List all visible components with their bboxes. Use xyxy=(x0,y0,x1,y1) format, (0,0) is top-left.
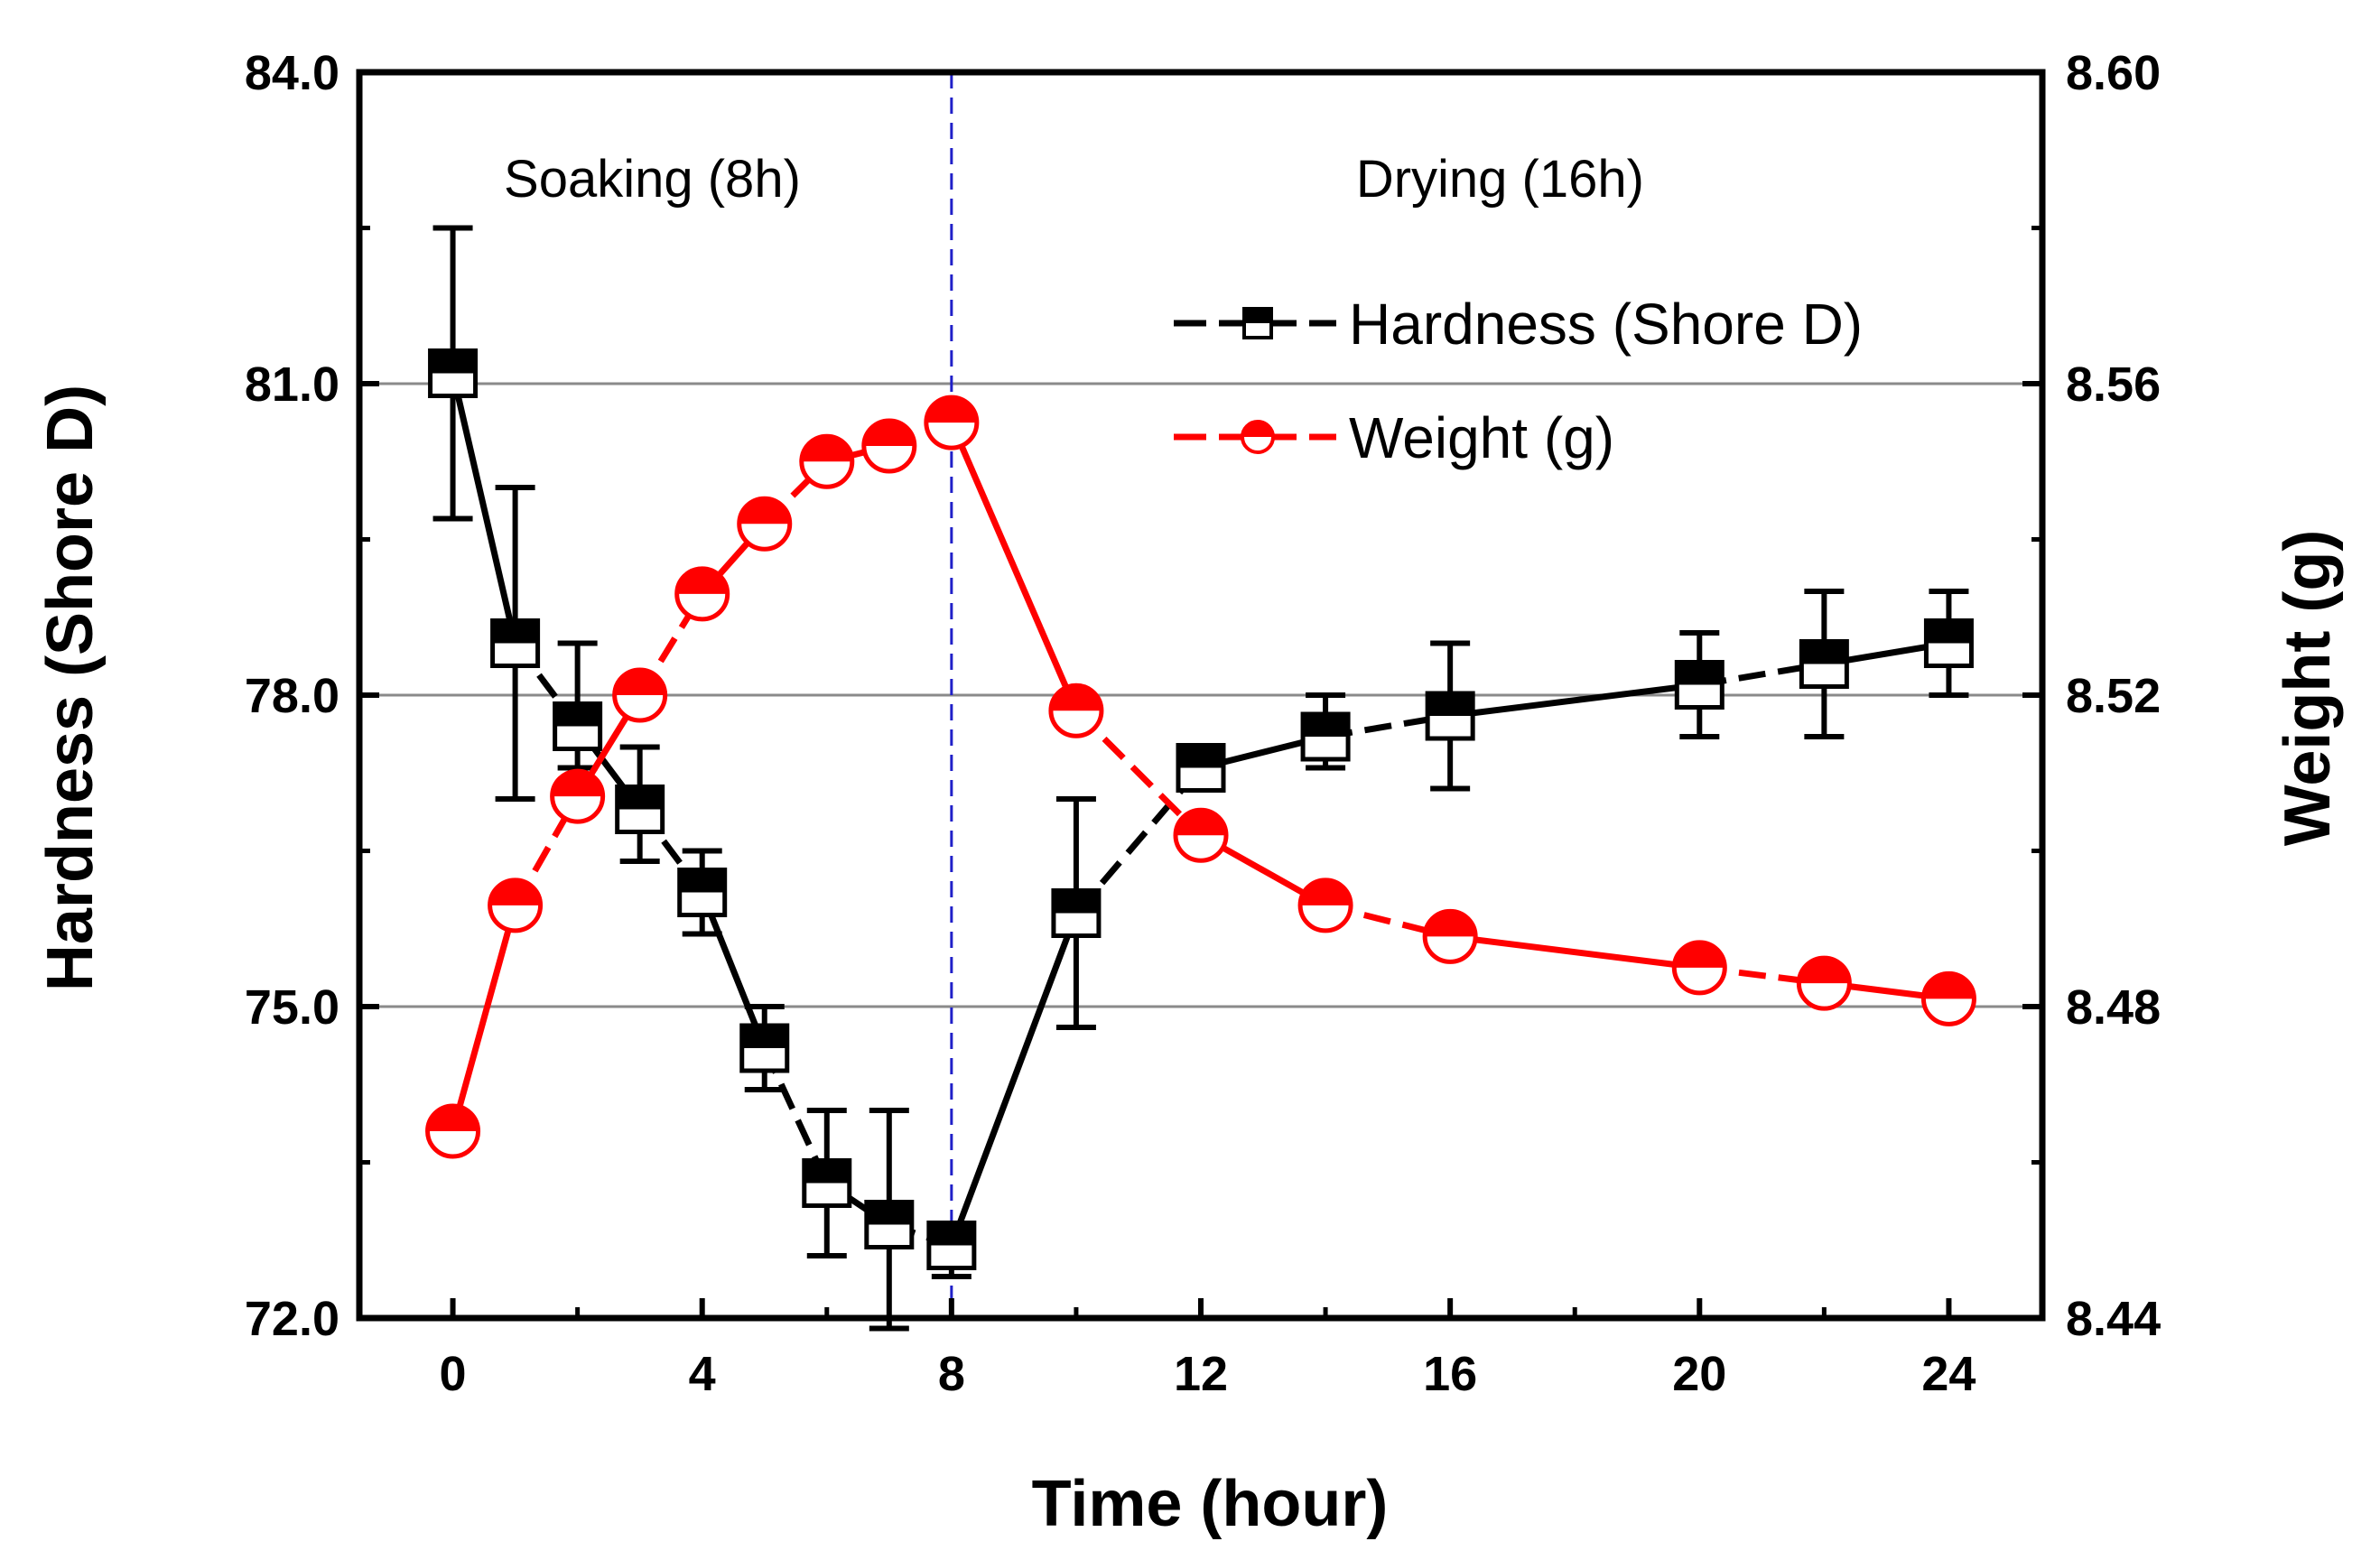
weight-marker-fill xyxy=(739,498,790,525)
weight-marker-fill xyxy=(1050,685,1102,711)
hardness-line-segment xyxy=(948,912,1080,1247)
hardness-line-segment xyxy=(699,891,767,1050)
weight-marker-fill xyxy=(863,421,915,446)
legend-item-weight: Weight (g) xyxy=(1174,405,1614,470)
hardness-marker-fill xyxy=(617,786,663,810)
gridlines xyxy=(359,382,2042,1008)
y-left-tick-label: 75.0 xyxy=(245,980,339,1035)
weight-line-segment xyxy=(948,421,1080,712)
weight-marker-fill xyxy=(676,568,728,594)
weight-line-segment xyxy=(450,904,518,1132)
weight-marker-fill xyxy=(925,397,977,423)
x-tick-label: 16 xyxy=(1423,1347,1477,1401)
weight-marker-fill xyxy=(1674,942,1725,968)
hardness-marker-fill xyxy=(1053,890,1099,914)
x-tick-label: 24 xyxy=(1921,1347,1976,1401)
weight-marker-fill xyxy=(1799,958,1850,984)
hardness-marker-fill xyxy=(1303,714,1349,737)
hardness-marker-fill xyxy=(554,703,600,727)
y-left-tick-labels: 72.0 75.0 78.0 81.0 84.0 xyxy=(245,46,339,1346)
x-tick-labels: 0 4 8 12 16 20 24 xyxy=(440,1347,1976,1401)
hardness-marker-fill xyxy=(1427,693,1474,716)
weight-marker-fill xyxy=(489,879,541,905)
weight-marker-fill xyxy=(614,670,665,695)
x-tick-label: 8 xyxy=(938,1347,965,1401)
hardness-marker-fill xyxy=(866,1202,912,1225)
legend: Hardness (Shore D) Weight (g) xyxy=(1174,292,1863,470)
legend-hardness-marker-fill xyxy=(1244,309,1271,323)
y-right-axis-title: Weight (g) xyxy=(2272,530,2344,847)
weight-marker-fill xyxy=(552,771,603,797)
y-left-tick-label: 72.0 xyxy=(245,1292,339,1346)
hardness-series xyxy=(428,225,1974,1332)
weight-marker-fill xyxy=(1425,911,1476,937)
hardness-marker-fill xyxy=(679,869,725,893)
weight-line-segment xyxy=(1074,708,1204,838)
weight-series xyxy=(425,395,1976,1159)
hardness-marker-fill xyxy=(928,1222,974,1246)
hardness-marker-fill xyxy=(1178,745,1223,768)
hardness-marker-fill xyxy=(1926,620,1972,644)
x-tick-label: 0 xyxy=(440,1347,467,1401)
y-left-axis-title: Hardness (Shore D) xyxy=(34,385,107,991)
y-left-tick-label: 84.0 xyxy=(245,46,339,100)
annotation-soaking: Soaking (8h) xyxy=(504,150,801,209)
legend-weight-marker-fill xyxy=(1242,422,1273,437)
x-axis-title: Time (hour) xyxy=(1032,1468,1389,1540)
y-right-tick-label: 8.44 xyxy=(2066,1292,2161,1346)
legend-item-hardness: Hardness (Shore D) xyxy=(1174,292,1863,357)
y-right-tick-label: 8.56 xyxy=(2066,358,2161,412)
x-tick-label: 12 xyxy=(1174,1347,1228,1401)
y-right-tick-labels: 8.44 8.48 8.52 8.56 8.60 xyxy=(2066,46,2161,1346)
weight-marker-fill xyxy=(801,436,852,462)
weight-marker-fill xyxy=(427,1106,479,1131)
hardness-marker-fill xyxy=(492,620,538,644)
annotation-drying: Drying (16h) xyxy=(1356,150,1644,209)
y-left-tick-label: 81.0 xyxy=(245,358,339,412)
hardness-marker-fill xyxy=(1801,641,1847,664)
y-right-tick-label: 8.60 xyxy=(2066,46,2161,100)
x-tick-label: 4 xyxy=(689,1347,716,1401)
legend-weight-label: Weight (g) xyxy=(1349,405,1614,470)
weight-marker-fill xyxy=(1300,879,1352,905)
hardness-marker-fill xyxy=(741,1026,787,1048)
x-tick-label: 20 xyxy=(1672,1347,1726,1401)
legend-hardness-label: Hardness (Shore D) xyxy=(1349,292,1863,357)
weight-marker-fill xyxy=(1176,810,1226,836)
weight-marker-fill xyxy=(1923,973,1975,999)
hardness-marker-fill xyxy=(1677,662,1723,685)
hardness-line-segment xyxy=(450,372,519,645)
y-right-tick-label: 8.52 xyxy=(2066,669,2161,723)
hardness-marker-fill xyxy=(430,350,476,374)
hardness-marker-fill xyxy=(804,1160,850,1184)
weight-line-segment xyxy=(1449,933,1700,971)
y-left-tick-label: 78.0 xyxy=(245,669,339,723)
axis-ticks xyxy=(359,70,2042,1321)
y-right-tick-label: 8.48 xyxy=(2066,980,2161,1035)
hardness-line-segment xyxy=(1449,682,1700,720)
